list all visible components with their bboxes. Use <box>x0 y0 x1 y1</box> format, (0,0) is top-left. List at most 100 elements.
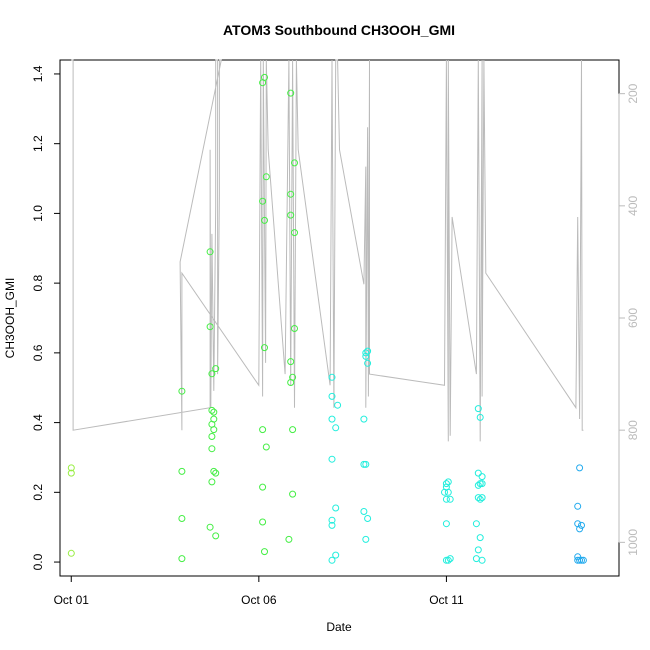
data-point <box>576 464 584 472</box>
data-point <box>446 495 454 503</box>
y-tick-label: 1.2 <box>31 135 45 152</box>
right-tick-label: 800 <box>626 420 640 440</box>
data-point <box>362 460 370 468</box>
data-point <box>206 248 214 256</box>
data-point <box>362 349 370 357</box>
data-point <box>474 469 482 477</box>
data-point <box>446 555 454 563</box>
right-y-axis: 200 400 600 800 1000 <box>618 83 640 556</box>
data-point <box>262 443 270 451</box>
data-point <box>261 548 268 556</box>
data-point <box>178 555 186 563</box>
data-point <box>287 211 295 219</box>
data-point <box>328 516 336 524</box>
data-point <box>67 469 75 477</box>
y-tick-label: 0.6 <box>31 344 45 361</box>
data-point <box>287 379 295 386</box>
data-points-layer <box>67 73 587 564</box>
data-point <box>259 426 267 434</box>
data-point <box>474 405 482 413</box>
data-point <box>442 520 450 528</box>
data-point <box>178 515 186 522</box>
x-tick-label: Oct 06 <box>241 593 277 607</box>
data-point <box>578 556 585 564</box>
data-point <box>474 494 482 502</box>
data-point <box>289 490 297 498</box>
data-point <box>212 469 220 477</box>
data-point <box>328 455 336 463</box>
data-point <box>210 408 218 416</box>
data-point <box>472 555 480 563</box>
x-tick-label: Oct 11 <box>429 593 464 607</box>
altitude-trace-layer <box>71 59 584 442</box>
data-point <box>208 406 216 414</box>
data-point <box>210 467 218 475</box>
data-point <box>287 190 295 198</box>
data-point <box>334 401 342 409</box>
data-point <box>289 426 297 434</box>
data-point <box>332 551 340 559</box>
data-point <box>474 546 482 554</box>
data-point <box>261 73 268 81</box>
y-tick-label: 0.0 <box>31 553 45 570</box>
data-point <box>364 359 372 367</box>
x-axis-label: Date <box>326 620 352 634</box>
data-point <box>208 370 216 378</box>
y-tick-label: 0.4 <box>31 414 45 431</box>
data-point <box>444 488 452 496</box>
data-point <box>206 523 214 531</box>
data-point <box>476 534 484 542</box>
data-point <box>259 483 267 491</box>
y-tick-label: 1.0 <box>31 205 45 222</box>
data-point <box>364 515 372 522</box>
data-point <box>212 532 220 540</box>
data-point <box>360 415 368 423</box>
data-point <box>478 494 486 502</box>
right-tick-label: 600 <box>626 308 640 328</box>
data-point <box>476 495 484 503</box>
data-point <box>291 325 298 332</box>
data-point <box>210 426 218 434</box>
data-point <box>178 387 186 395</box>
data-point <box>444 556 452 564</box>
y-tick-label: 0.2 <box>31 484 45 501</box>
data-point <box>328 392 336 400</box>
data-point <box>576 525 584 533</box>
data-point <box>472 520 480 528</box>
data-point <box>476 480 484 488</box>
data-point <box>328 521 336 529</box>
data-point <box>362 352 370 360</box>
data-point <box>478 473 486 481</box>
data-point <box>206 323 214 331</box>
data-point <box>478 556 486 564</box>
data-point <box>332 424 340 432</box>
data-point <box>574 502 582 510</box>
data-point <box>476 413 484 421</box>
x-tick-label: Oct 01 <box>54 593 90 607</box>
data-point <box>212 365 220 373</box>
data-point <box>178 467 186 475</box>
data-point <box>291 159 298 167</box>
data-point <box>576 556 584 564</box>
data-point <box>261 216 268 224</box>
data-point <box>208 478 216 486</box>
data-point <box>67 549 75 557</box>
x-axis: Oct 01 Oct 06 Oct 11 <box>54 575 464 607</box>
data-point <box>360 460 368 468</box>
data-point <box>328 373 336 381</box>
right-tick-label: 200 <box>626 83 640 103</box>
data-point <box>259 518 267 526</box>
y-tick-label: 0.8 <box>31 274 45 291</box>
data-point <box>362 535 370 543</box>
data-point <box>287 89 295 97</box>
data-point <box>442 480 450 488</box>
data-point <box>478 480 486 488</box>
chart-title: ATOM3 Southbound CH3OOH_GMI <box>223 22 455 38</box>
y-tick-label: 1.4 <box>31 65 45 82</box>
data-point <box>328 556 336 564</box>
y-axis-label: CH3OOH_GMI <box>3 278 17 359</box>
data-point <box>285 535 293 543</box>
data-point <box>67 464 75 472</box>
